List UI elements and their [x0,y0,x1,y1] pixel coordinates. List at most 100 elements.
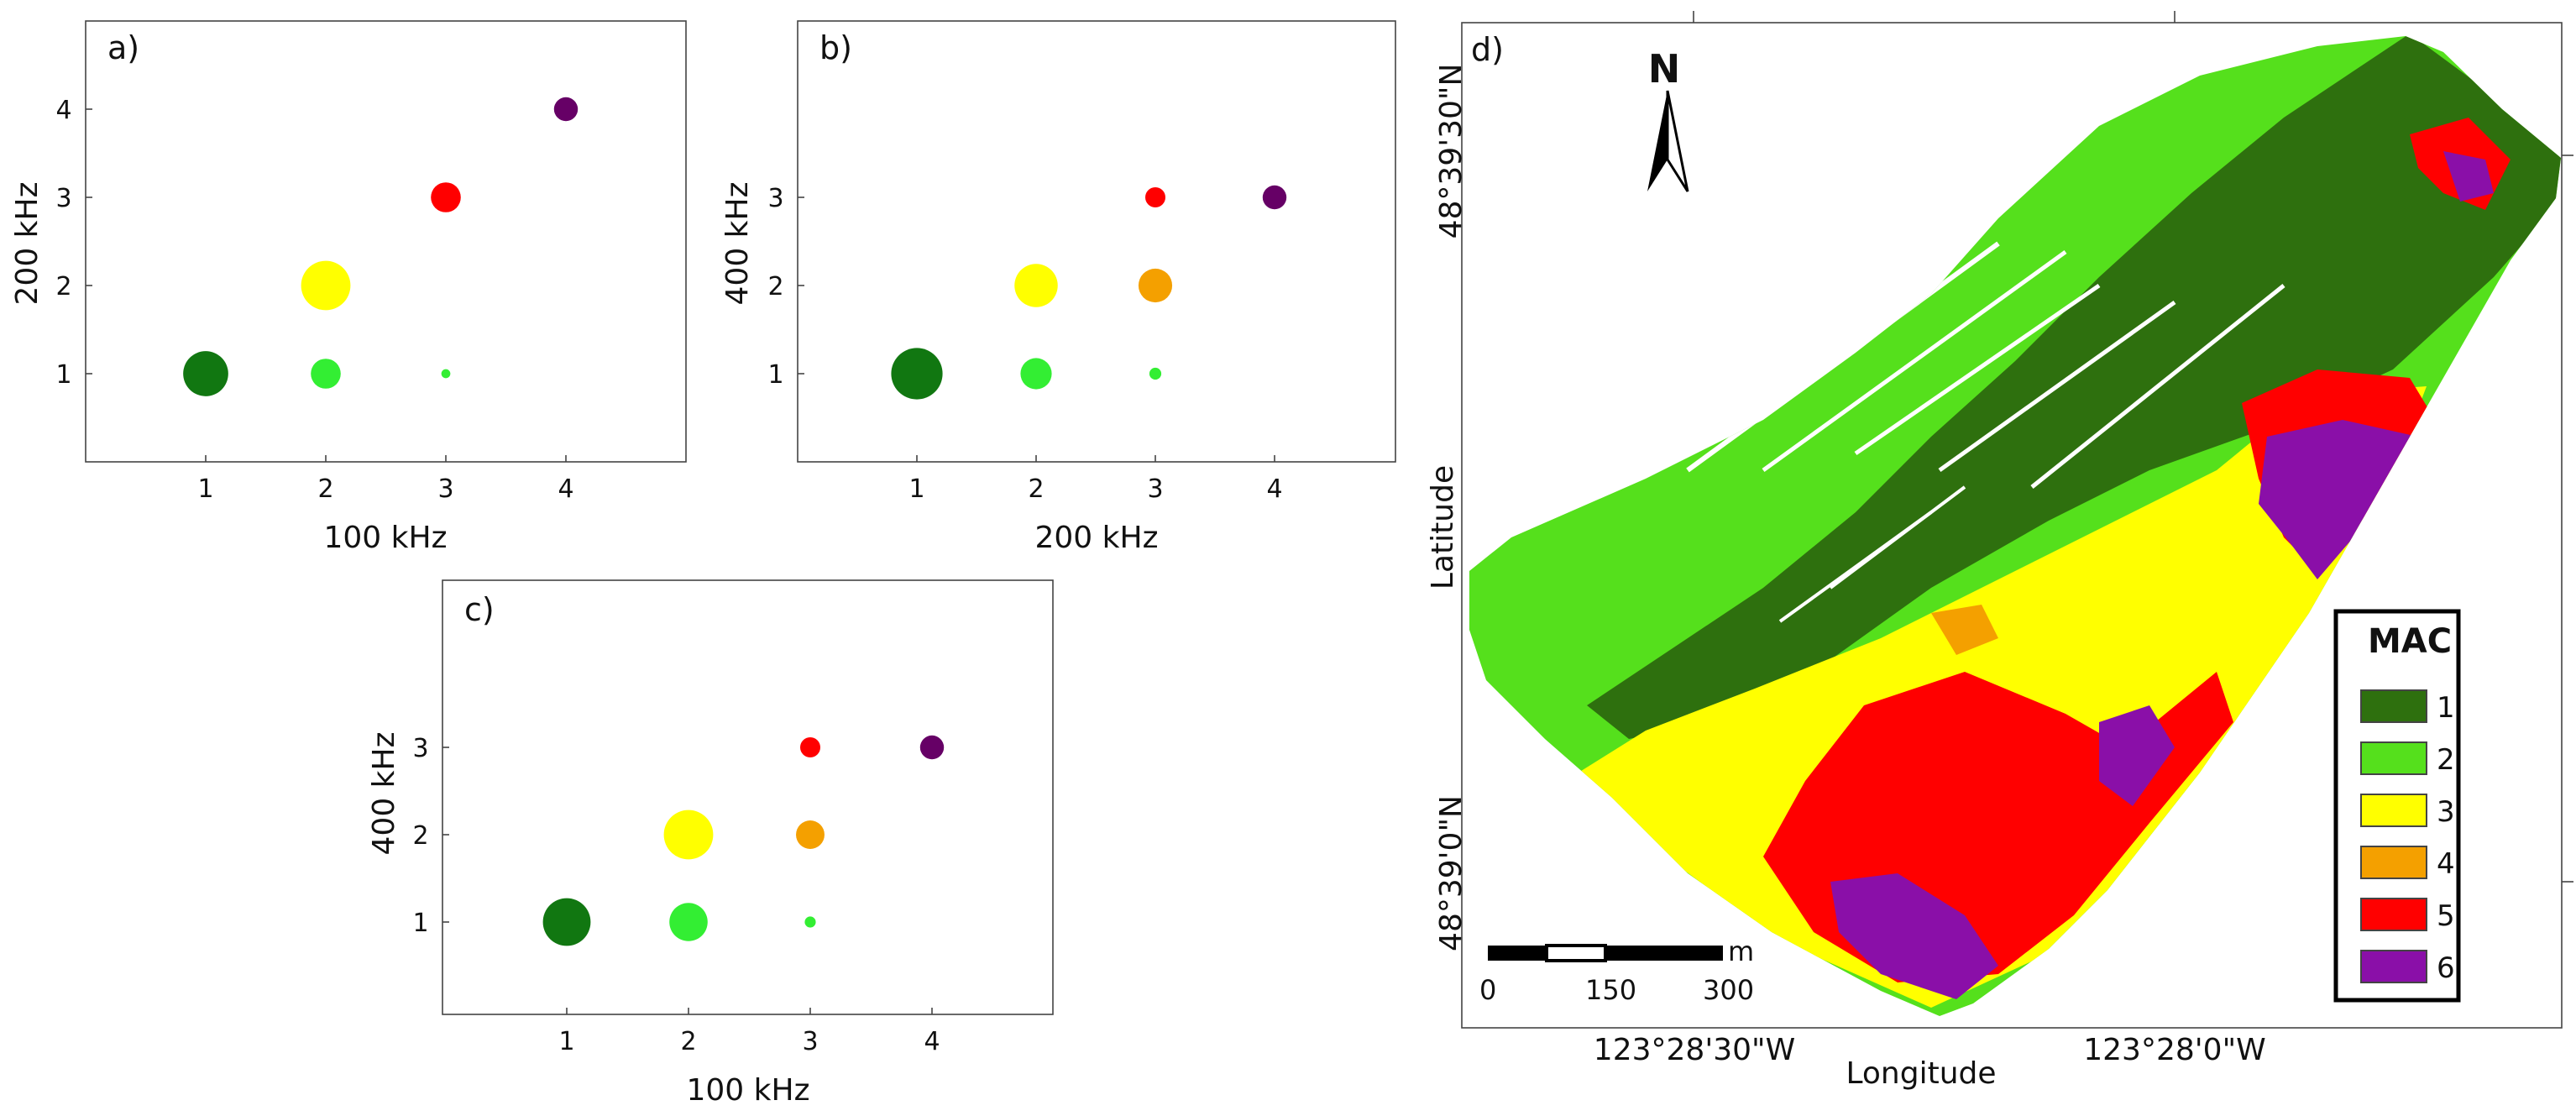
latitude-tick-label-top: 48°39'30"N [1434,64,1469,239]
panel-c-label: c) [464,591,495,628]
panel-a-points [183,97,579,396]
panel-b-xtick-label-4: 4 [1266,474,1282,504]
raster-nodata-stripe-2 [1762,249,2067,473]
point-x4-y3 [1262,185,1287,210]
panel-c-chart: c) 1 2 3 4 1 2 3 100 kHz 400 kHz [367,579,1054,1108]
panel-b-xtick-label-2: 2 [1028,474,1044,504]
panel-a-label: a) [107,29,139,66]
point-x3-y1 [1149,367,1162,380]
panel-a-ytick-label-4: 4 [55,96,71,125]
panel-c-points [542,735,945,946]
panel-a-ytick-label-3: 3 [55,184,71,213]
panel-b-ytick-label-2: 2 [767,272,783,301]
panel-b-ytick-label-3: 3 [767,184,783,213]
panel-a-ylabel: 200 kHz [10,182,45,306]
panel-d-map: d) N MAC 1 2 3 4 5 6 m 0 150 300 123°28'… [1461,11,2573,1091]
panel-b-xlabel: 200 kHz [1035,521,1159,555]
raster-nodata-stripe-5 [2030,284,2285,489]
scale-bar-segment-3 [1605,946,1723,961]
panel-a-chart: a) 1 2 3 4 1 2 3 4 100 kHz 200 kHz [10,20,687,555]
panel-b-ylabel: 400 kHz [720,182,755,306]
mac-legend-label-4: 4 [2437,847,2455,881]
mac-legend-swatch-1 [2360,689,2427,723]
panel-c-xtick-label-2: 2 [680,1027,696,1056]
panel-a-plot-frame [85,20,687,463]
latitude-tick-label-bottom: 48°39'0"N [1434,795,1469,951]
north-arrow: N [1647,46,1689,192]
mac-legend-swatch-3 [2360,794,2427,827]
point-x3-y2 [796,820,825,849]
raster-nodata-stripe-3 [1854,283,2101,456]
longitude-label-1: 123°28'30"W [1594,1033,1795,1067]
scale-bar-segment-2 [1545,944,1607,962]
mac-legend: MAC 1 2 3 4 5 6 [2333,609,2461,1003]
point-x2-y1 [669,903,708,941]
map-ylabel: Latitude [1426,465,1460,589]
point-x3-y1 [804,916,816,928]
raster-nodata-stripe-4 [1938,300,2176,473]
point-x4-y4 [553,97,579,122]
scale-bar: m 0 150 300 [1479,935,1754,1006]
point-x4-y3 [919,735,945,760]
point-x3-y3 [800,737,820,757]
raster-nodata-stripe-7 [1829,485,1966,589]
scale-bar-unit: m [1728,935,1754,967]
point-x2-y1 [1020,358,1052,390]
panel-b-plot-frame [797,20,1396,463]
panel-d-label: d) [1471,31,1504,68]
point-x2-y2 [1014,264,1058,307]
panel-b-ticks [798,196,1275,462]
point-x2-y2 [663,809,714,860]
mac-legend-label-5: 5 [2437,899,2455,933]
mac-legend-swatch-6 [2360,950,2427,983]
panel-c-xtick-label-3: 3 [802,1027,818,1056]
mac-legend-label-3: 3 [2437,795,2455,829]
panel-a-xtick-label-1: 1 [197,474,213,504]
mac-legend-label-1: 1 [2437,691,2455,725]
scale-bar-label-300: 300 [1703,974,1754,1006]
scale-bar-segment-1 [1488,946,1547,961]
panel-a-ytick-label-1: 1 [55,360,71,390]
panel-b-ytick-label-1: 1 [767,360,783,390]
longitude-label-2: 123°28'0"W [2083,1033,2265,1067]
mac-legend-swatch-5 [2360,898,2427,931]
point-x3-y2 [1138,268,1173,303]
point-x2-y1 [311,359,341,389]
panel-c-xtick-label-4: 4 [924,1027,940,1056]
panel-b-xtick-label-3: 3 [1147,474,1163,504]
panel-b-points [891,185,1287,400]
raster-class-6-zone-south [1830,873,1998,999]
north-arrow-label: N [1648,46,1681,92]
scale-bar-label-150: 150 [1585,974,1636,1006]
point-x2-y2 [301,260,351,311]
panel-c-ylabel: 400 kHz [367,732,401,856]
panel-a-ticks [86,108,567,462]
scale-bar-label-0: 0 [1479,974,1496,1006]
panel-b-chart: b) 1 2 3 4 1 2 3 200 kHz 400 kHz [720,20,1396,555]
panel-c-xlabel: 100 kHz [687,1073,810,1108]
panel-b-xtick-label-1: 1 [908,474,924,504]
point-x3-y1 [441,369,451,379]
raster-class-6-zone-east [2259,420,2418,579]
panel-b-label: b) [819,29,852,66]
point-x3-y3 [431,182,461,212]
point-x1-y1 [542,898,591,946]
mac-legend-swatch-2 [2360,741,2427,775]
north-arrow-left-half [1647,91,1668,191]
panel-a-xtick-label-4: 4 [558,474,573,504]
panel-c-ytick-label-3: 3 [412,734,428,763]
panel-c-plot-frame [442,579,1054,1015]
map-xlabel: Longitude [1846,1056,1996,1091]
mac-legend-swatch-4 [2360,846,2427,879]
point-x1-y1 [183,351,228,396]
raster-class-1-zone [1587,36,2561,739]
mac-legend-title: MAC [2368,622,2452,661]
raster-class-6-zone-northeast [2443,151,2494,202]
panel-c-ytick-label-2: 2 [412,821,428,851]
panel-c-xtick-label-1: 1 [558,1027,574,1056]
panel-c-ytick-label-1: 1 [412,909,428,938]
panel-a-xtick-label-3: 3 [437,474,453,504]
north-arrow-right-half [1666,90,1689,192]
panel-a-ytick-label-2: 2 [55,272,71,301]
panel-c-ticks [442,747,933,1014]
